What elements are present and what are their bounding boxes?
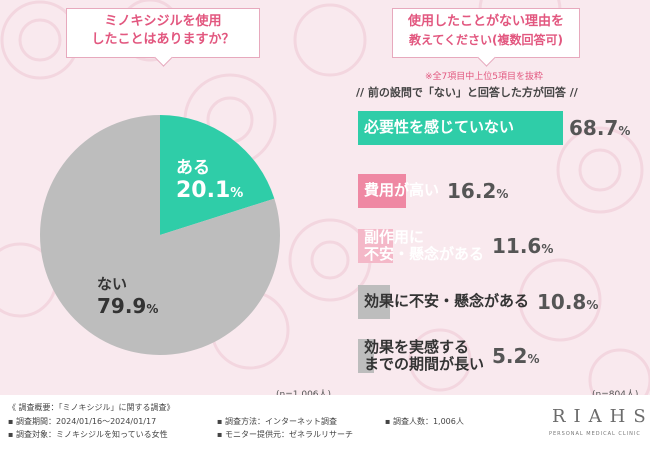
bar-label-line: 不安・懸念がある [364,245,485,263]
pie-nai-unit: % [146,302,159,316]
bar-label-1: 必要性を感じていない [364,119,514,136]
excerpt-note: ※全7項目中上位5項目を抜粋 [425,72,543,82]
right-question-box: 使用したことがない理由を 教えてください(複数回答可) [392,8,580,67]
bar-label-5: 効果を実感する までの期間が長い [364,339,484,373]
footer-method: ▪ 調査方法：インターネット調査 [217,417,337,426]
respondent-subtitle: // 前の設問で「ない」と回答した方が回答 // [356,86,578,99]
left-question-line1: ミノキシジルを使用 [104,14,222,29]
right-question-line1: 使用したことがない理由を [407,14,564,29]
footer-count: ▪ 調査人数：1,006人 [385,417,464,426]
bar-label-line: 必要性を感じていない [364,118,515,136]
footer-summary: 《 調査概要：「ミノキシジル」に関する調査》 [8,403,175,412]
clinic-logo-subtitle: PERSONAL MEDICAL CLINIC [549,431,641,437]
bar-value-unit: % [496,187,509,201]
bar-2 [358,174,407,208]
bar-label-line: 費用が高い [364,181,440,199]
pie-aru-unit: % [230,186,244,201]
bar-1 [358,111,563,145]
bar-value-1: 68.7% [569,111,630,148]
footer-period: ▪ 調査期間：2024/01/16～2024/01/17 [8,417,157,426]
bar-value-number: 11.6 [492,234,542,258]
clinic-logo: RIAHS [552,406,650,427]
bar-value-number: 10.8 [537,290,587,314]
pie-label-nai-name: ない [97,275,128,293]
bar-value-unit: % [541,242,554,256]
bar-value-number: 16.2 [447,179,497,203]
left-question-line2: したことはありますか？ [91,32,235,47]
bar-value-3: 11.6% [492,229,553,266]
pie-label-nai-value: 79.9% [97,294,158,321]
bar-label-4: 効果に不安・懸念がある [364,293,529,310]
bar-4 [358,285,391,319]
footer-target: ▪ 調査対象：ミノキシジルを知っている女性 [8,430,168,439]
bar-value-number: 5.2 [492,344,528,368]
pie-label-aru-value: 20.1% [176,178,243,207]
bar-label-line: 効果に不安・懸念がある [364,292,530,310]
bar-label-2: 費用が高い [364,182,439,199]
bar-label-line: 効果を実感する [364,338,470,356]
pie-slice-aru [160,115,275,235]
pie-label-aru-name: ある [176,158,210,178]
bar-value-unit: % [618,124,631,138]
bar-5 [358,339,374,373]
pie-aru-number: 20.1 [176,178,231,203]
bar-value-number: 68.7 [569,116,619,140]
bar-value-5: 5.2% [492,339,539,376]
pie-label-nai: ない 79.9% [97,273,158,321]
footer: 《 調査概要：「ミノキシジル」に関する調査》 ▪ 調査期間：2024/01/16… [0,395,650,450]
pie-slice-nai [40,115,280,355]
bar-value-4: 10.8% [537,285,598,322]
footer-provider: ▪ モニター提供元：ゼネラルリサーチ [217,430,353,439]
pie-nai-number: 79.9 [97,294,147,318]
pie-label-aru: ある 20.1% [176,153,243,207]
pie-chart [40,115,280,355]
bar-value-unit: % [527,352,540,366]
bar-label-3: 副作用に 不安・懸念がある [364,229,484,263]
right-question-line2: 教えてください(複数回答可) [408,33,563,47]
left-question-box: ミノキシジルを使用 したことはありますか？ [66,8,260,67]
bar-value-unit: % [586,298,599,312]
bar-label-line: までの期間が長い [364,355,485,373]
bar-value-2: 16.2% [447,174,508,211]
bar-3 [358,229,393,263]
bar-label-line: 副作用に [364,228,425,246]
